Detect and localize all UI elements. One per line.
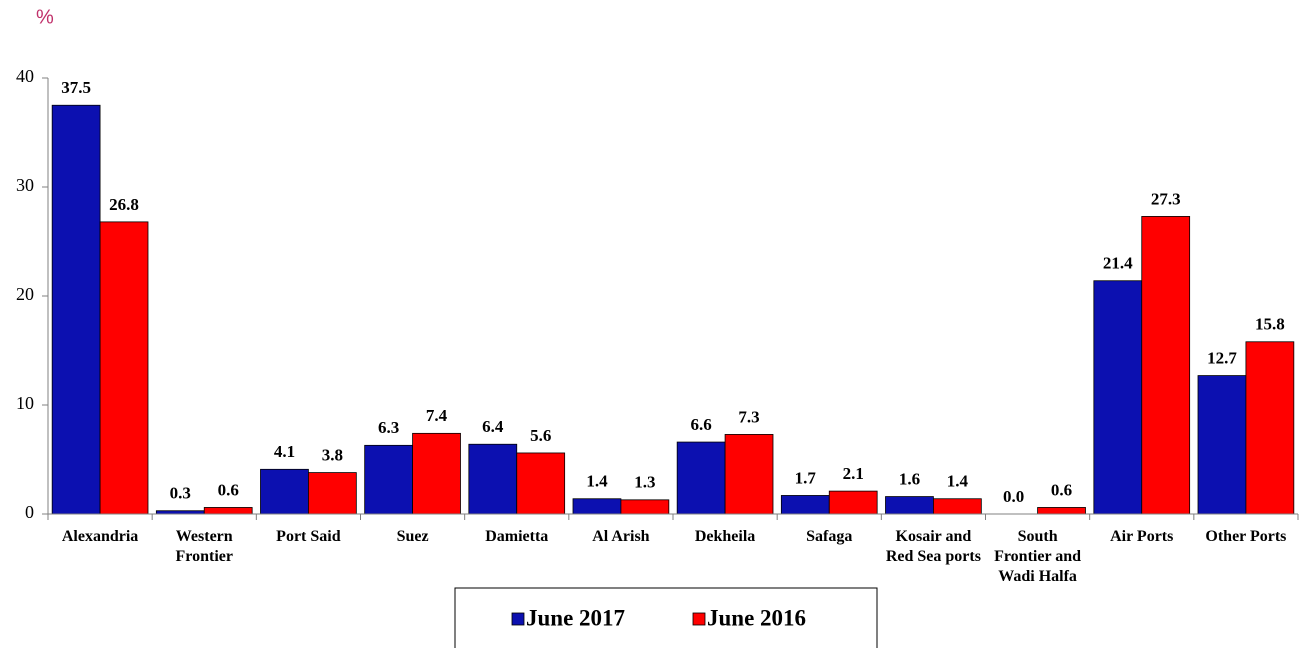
x-tick-label: Air Ports <box>1110 528 1174 545</box>
bar <box>933 498 982 515</box>
value-label: 7.3 <box>738 407 759 426</box>
y-tick-label: 0 <box>25 502 34 522</box>
value-label: 26.8 <box>109 195 139 214</box>
bar <box>724 434 774 515</box>
bar <box>203 507 253 515</box>
x-tick-label: Damietta <box>485 528 549 545</box>
x-tick-label: Other Ports <box>1205 528 1287 545</box>
bar <box>1197 375 1247 515</box>
bar <box>1141 216 1191 515</box>
legend-box <box>454 587 878 648</box>
value-label: 6.3 <box>378 418 399 437</box>
x-tick-label: Dekheila <box>694 528 756 545</box>
value-label: 21.4 <box>1103 254 1133 273</box>
legend-label: June 2017 <box>526 605 625 630</box>
value-label: 4.1 <box>274 442 295 461</box>
value-label: 2.1 <box>843 464 864 483</box>
value-label: 1.7 <box>795 468 817 487</box>
value-label: 37.5 <box>61 78 91 97</box>
bar <box>364 444 413 515</box>
value-label: 1.4 <box>947 472 969 491</box>
x-tick-label: Suez <box>396 528 429 545</box>
value-label: 5.6 <box>530 426 551 445</box>
bar <box>308 472 357 515</box>
value-label: 15.8 <box>1255 315 1285 334</box>
value-label: 6.4 <box>482 417 504 436</box>
value-label: 12.7 <box>1207 348 1237 367</box>
x-tick-label: Port Said <box>276 528 341 545</box>
legend-swatch <box>511 612 525 626</box>
value-label: 0.3 <box>170 484 191 503</box>
bar <box>828 490 878 515</box>
value-label: 3.8 <box>322 445 343 464</box>
value-label: 27.3 <box>1151 189 1181 208</box>
y-tick-label: 20 <box>16 284 34 304</box>
value-label: 1.4 <box>586 472 608 491</box>
bar <box>1037 507 1086 515</box>
bar <box>620 499 670 515</box>
value-label: 1.3 <box>634 473 655 492</box>
bar <box>885 496 934 515</box>
value-label: 0.6 <box>218 480 239 499</box>
value-label: 1.6 <box>899 469 920 488</box>
x-tick-label: Kosair and Red Sea ports <box>885 528 981 565</box>
bar <box>676 441 726 515</box>
y-tick-label: 40 <box>16 66 34 86</box>
x-tick-label: Alexandria <box>61 528 139 545</box>
value-label: 0.6 <box>1051 480 1072 499</box>
bar <box>51 104 101 515</box>
y-tick-label: 10 <box>16 393 34 413</box>
legend-label: June 2016 <box>707 605 806 630</box>
value-label: 6.6 <box>691 415 712 434</box>
bar <box>468 443 518 515</box>
x-tick-label: South Frontier and Wadi Halfa <box>994 528 1082 585</box>
bar <box>516 452 566 515</box>
bar <box>260 468 309 515</box>
bar <box>1093 280 1143 515</box>
x-tick-label: Al Arish <box>592 528 650 545</box>
bar <box>412 432 461 515</box>
y-tick-label: 30 <box>16 175 34 195</box>
bar <box>1245 341 1295 515</box>
x-tick-label: Western Frontier <box>175 528 233 565</box>
legend-swatch <box>692 612 706 626</box>
x-tick-label: Safaga <box>806 528 853 545</box>
bar <box>780 495 830 515</box>
y-axis-title: % <box>36 6 54 28</box>
bar <box>572 498 622 515</box>
value-label: 7.4 <box>426 406 448 425</box>
bar <box>99 221 149 515</box>
value-label: 0.0 <box>1003 487 1024 506</box>
